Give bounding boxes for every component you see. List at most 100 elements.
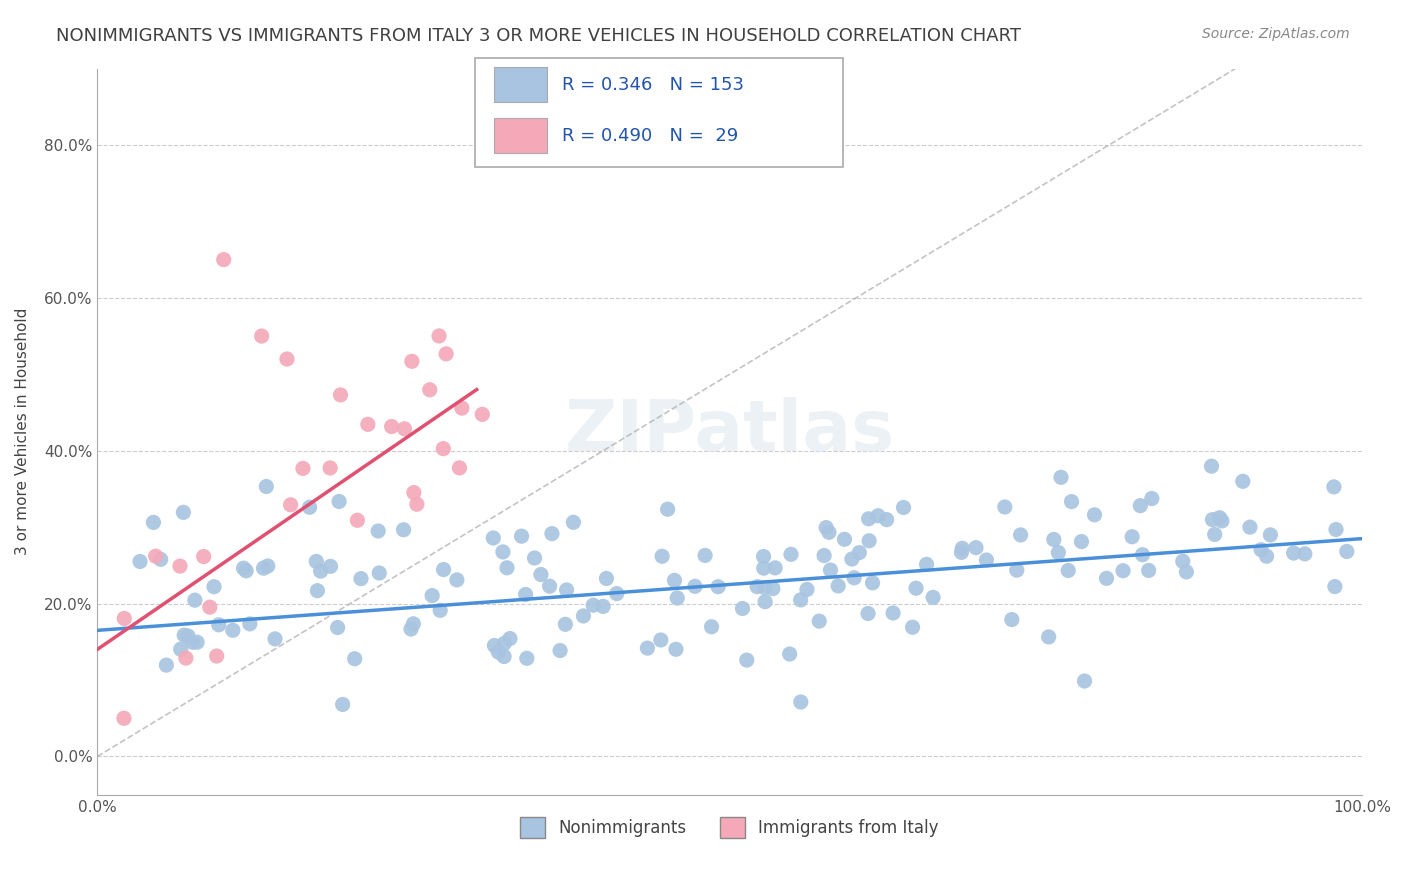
Point	[515, 587, 537, 601]
Point	[707, 580, 730, 594]
Point	[142, 516, 165, 530]
Point	[112, 611, 135, 625]
Point	[1057, 564, 1080, 578]
Point	[381, 419, 404, 434]
Point	[693, 549, 716, 563]
Point	[1070, 534, 1092, 549]
Point	[815, 520, 838, 534]
Point	[915, 558, 938, 572]
Point	[1232, 475, 1254, 489]
Point	[901, 620, 924, 634]
Point	[1211, 514, 1233, 528]
Point	[205, 648, 228, 663]
Point	[664, 574, 686, 588]
Point	[1201, 513, 1223, 527]
Point	[420, 589, 443, 603]
Point	[808, 614, 831, 628]
Point	[858, 533, 880, 548]
Point	[752, 561, 775, 575]
Point	[1073, 673, 1095, 688]
Point	[754, 581, 776, 595]
Point	[1137, 564, 1160, 578]
Point	[170, 642, 193, 657]
Point	[651, 549, 673, 564]
Point	[346, 513, 368, 527]
Point	[173, 628, 195, 642]
Point	[402, 616, 425, 631]
Point	[291, 461, 314, 475]
Point	[827, 579, 849, 593]
Point	[429, 603, 451, 617]
Point	[562, 516, 585, 530]
Point	[862, 575, 884, 590]
Point	[193, 549, 215, 564]
Point	[530, 567, 553, 582]
Point	[129, 554, 152, 568]
Point	[554, 617, 576, 632]
Point	[328, 494, 350, 508]
Point	[1175, 565, 1198, 579]
Point	[790, 695, 813, 709]
Point	[922, 591, 945, 605]
Point	[499, 632, 522, 646]
Point	[541, 526, 564, 541]
Point	[657, 502, 679, 516]
Point	[449, 461, 471, 475]
Text: Source: ZipAtlas.com: Source: ZipAtlas.com	[1202, 27, 1350, 41]
Point	[700, 620, 723, 634]
Point	[1294, 547, 1316, 561]
Point	[264, 632, 287, 646]
FancyBboxPatch shape	[475, 58, 844, 167]
Point	[1083, 508, 1105, 522]
Point	[510, 529, 533, 543]
Point	[813, 549, 835, 563]
Point	[419, 383, 441, 397]
Text: R = 0.346   N = 153: R = 0.346 N = 153	[562, 76, 744, 94]
Point	[492, 545, 515, 559]
Point	[1201, 459, 1223, 474]
Point	[1005, 563, 1028, 577]
Point	[427, 329, 450, 343]
Point	[763, 561, 786, 575]
Bar	[494, 119, 547, 153]
Point	[298, 500, 321, 515]
Y-axis label: 3 or more Vehicles in Household: 3 or more Vehicles in Household	[15, 308, 30, 556]
Point	[683, 579, 706, 593]
Point	[858, 512, 880, 526]
Point	[1060, 494, 1083, 508]
Point	[252, 561, 274, 575]
Point	[276, 351, 298, 366]
Point	[394, 422, 416, 436]
Point	[606, 586, 628, 600]
Point	[650, 632, 672, 647]
Point	[280, 498, 302, 512]
Point	[406, 497, 429, 511]
Point	[368, 566, 391, 580]
Point	[254, 479, 277, 493]
Point	[494, 649, 516, 664]
Point	[446, 573, 468, 587]
Point	[950, 545, 973, 559]
Point	[950, 541, 973, 556]
Point	[1204, 527, 1226, 541]
Point	[905, 581, 928, 595]
Point	[592, 599, 614, 614]
Point	[332, 698, 354, 712]
Point	[789, 593, 811, 607]
Point	[434, 347, 457, 361]
Point	[250, 329, 273, 343]
Point	[841, 552, 863, 566]
Point	[202, 580, 225, 594]
Point	[235, 564, 257, 578]
Point	[1095, 571, 1118, 585]
Point	[1043, 533, 1066, 547]
Point	[762, 582, 785, 596]
Point	[796, 582, 818, 597]
Point	[357, 417, 380, 432]
Text: NONIMMIGRANTS VS IMMIGRANTS FROM ITALY 3 OR MORE VEHICLES IN HOUSEHOLD CORRELATI: NONIMMIGRANTS VS IMMIGRANTS FROM ITALY 3…	[56, 27, 1021, 45]
Point	[572, 609, 595, 624]
Point	[112, 711, 135, 725]
Point	[842, 571, 865, 585]
Point	[174, 651, 197, 665]
Point	[1129, 499, 1152, 513]
